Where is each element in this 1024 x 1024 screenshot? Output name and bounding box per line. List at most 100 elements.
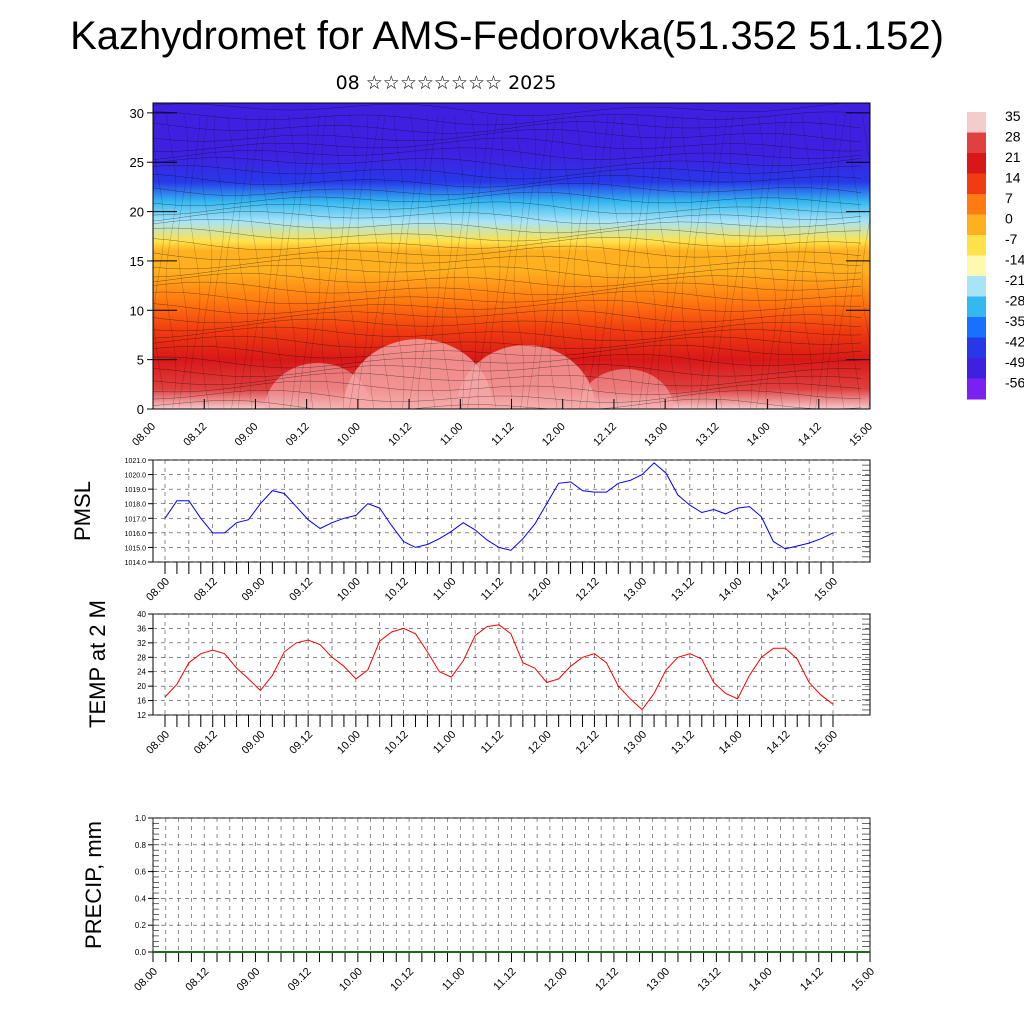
temp-panel: 12 16 20 24 28 32 36 40 08.00 08.12 09.00 09.12 10.0… xyxy=(85,600,871,757)
x-tick-label: 14.12 xyxy=(764,576,792,604)
warm-surface-bulb xyxy=(578,369,674,409)
y-tick-label: 1016.0 xyxy=(125,531,147,538)
streamline xyxy=(249,114,261,409)
colorbar-swatch xyxy=(967,214,986,236)
colorbar-label: -21 xyxy=(1005,272,1024,288)
x-tick-label: 08.12 xyxy=(181,421,209,449)
colorbar-swatch xyxy=(967,317,986,338)
y-tick-label: 1021.0 xyxy=(125,458,147,465)
warm-surface-bulb xyxy=(456,345,596,409)
x-tick-label: 11.12 xyxy=(479,576,506,603)
y-tick-label: 1017.0 xyxy=(125,516,147,523)
x-tick-label: 15.00 xyxy=(812,729,840,757)
streamline xyxy=(369,114,381,409)
streamline xyxy=(357,114,369,409)
streamline xyxy=(729,114,741,409)
streamline xyxy=(321,114,333,409)
x-tick-label: 11.12 xyxy=(491,966,518,993)
pmsl-series-line xyxy=(164,462,834,551)
colorbar-label: 35 xyxy=(1005,108,1021,124)
streamline xyxy=(741,114,753,409)
x-tick-label: 09.00 xyxy=(240,729,268,757)
x-tick-label: 12.00 xyxy=(540,421,568,449)
streamline xyxy=(153,326,862,342)
x-tick-label: 12.00 xyxy=(542,966,570,994)
x-tick-label: 12.12 xyxy=(591,421,619,449)
y-tick-label: 20 xyxy=(137,682,146,691)
colorbar-label: 7 xyxy=(1005,190,1013,206)
x-tick-label: 09.12 xyxy=(287,729,315,757)
streamline xyxy=(309,114,321,409)
y-axis-label: PRECIP, mm xyxy=(81,821,106,949)
streamline xyxy=(189,114,201,409)
streamline xyxy=(153,245,862,261)
streamline xyxy=(621,114,633,409)
x-tick-label: 15.00 xyxy=(849,966,877,994)
y-tick-label: 0.6 xyxy=(135,868,147,877)
streamline xyxy=(153,299,862,315)
streamline xyxy=(645,114,657,409)
colorbar-swatch xyxy=(967,153,986,174)
streamline xyxy=(153,236,862,250)
x-tick-label: 10.00 xyxy=(335,729,363,757)
streamline xyxy=(501,114,513,409)
x-tick-label: 14.00 xyxy=(717,576,745,604)
precip-panel: 0.0 0.2 0.4 0.6 0.8 1.0 08.00 08.12 09.00 09.12 10… xyxy=(81,814,877,994)
streamline xyxy=(177,114,189,409)
x-tick-label: 12.00 xyxy=(526,729,554,757)
x-tick-label: 11.12 xyxy=(489,421,516,448)
x-tick-label: 10.12 xyxy=(383,576,411,604)
streamline xyxy=(597,114,609,409)
y-tick-label: 1020.0 xyxy=(125,473,147,480)
streamline xyxy=(477,114,489,409)
x-tick-label: 08.00 xyxy=(144,729,172,757)
streamline xyxy=(489,114,501,409)
x-tick-label: 09.12 xyxy=(287,576,315,604)
y-tick-label: 0.0 xyxy=(135,948,147,957)
streamline xyxy=(405,114,417,409)
x-tick-label: 13.00 xyxy=(621,729,649,757)
x-tick-label: 11.00 xyxy=(440,966,467,993)
streamline xyxy=(153,219,862,234)
streamline xyxy=(825,114,837,409)
x-tick-label: 12.00 xyxy=(526,576,554,604)
streamline xyxy=(849,114,861,409)
x-tick-label: 10.12 xyxy=(383,729,411,757)
x-tick-label: 09.12 xyxy=(286,966,314,994)
x-tick-label: 08.12 xyxy=(183,966,211,994)
temp-series-line xyxy=(164,624,834,711)
pmsl-panel: 1014.0 1015.0 1016.0 1017.0 1018.0 1019.0 1020… xyxy=(70,458,871,604)
streamline xyxy=(213,114,225,409)
streamline xyxy=(297,114,309,409)
colorbar-label: -49 xyxy=(1005,354,1024,370)
colorbar-label: -28 xyxy=(1005,293,1024,309)
x-tick-label: 13.00 xyxy=(642,421,670,449)
streamline xyxy=(153,281,862,296)
y-tick-label: 25 xyxy=(130,155,144,170)
streamline xyxy=(513,114,525,409)
y-tick-label: 40 xyxy=(137,610,146,619)
streamline xyxy=(705,114,717,409)
y-tick-label: 0.4 xyxy=(135,894,147,903)
streamline xyxy=(801,114,813,409)
streamline xyxy=(153,147,862,160)
x-tick-label: 09.12 xyxy=(284,421,312,449)
streamline xyxy=(153,114,165,409)
colorbar-swatch xyxy=(967,173,986,195)
x-tick-label: 15.00 xyxy=(847,421,875,449)
y-tick-label: 20 xyxy=(130,205,144,220)
x-tick-label: 11.12 xyxy=(479,729,506,756)
chart-subtitle: 08 ☆☆☆☆☆☆☆☆ 2025 xyxy=(335,72,557,94)
x-tick-label: 11.00 xyxy=(431,729,458,756)
streamline xyxy=(153,290,862,305)
x-tick-label: 08.00 xyxy=(144,576,172,604)
x-tick-label: 10.12 xyxy=(388,966,416,994)
streamline xyxy=(669,114,681,409)
x-tick-label: 08.00 xyxy=(132,966,160,994)
colorbar-swatch xyxy=(967,337,986,359)
streamline xyxy=(273,114,285,409)
y-tick-label: 36 xyxy=(137,624,146,633)
x-tick-label: 14.12 xyxy=(796,421,824,449)
x-tick-label: 14.00 xyxy=(717,729,745,757)
